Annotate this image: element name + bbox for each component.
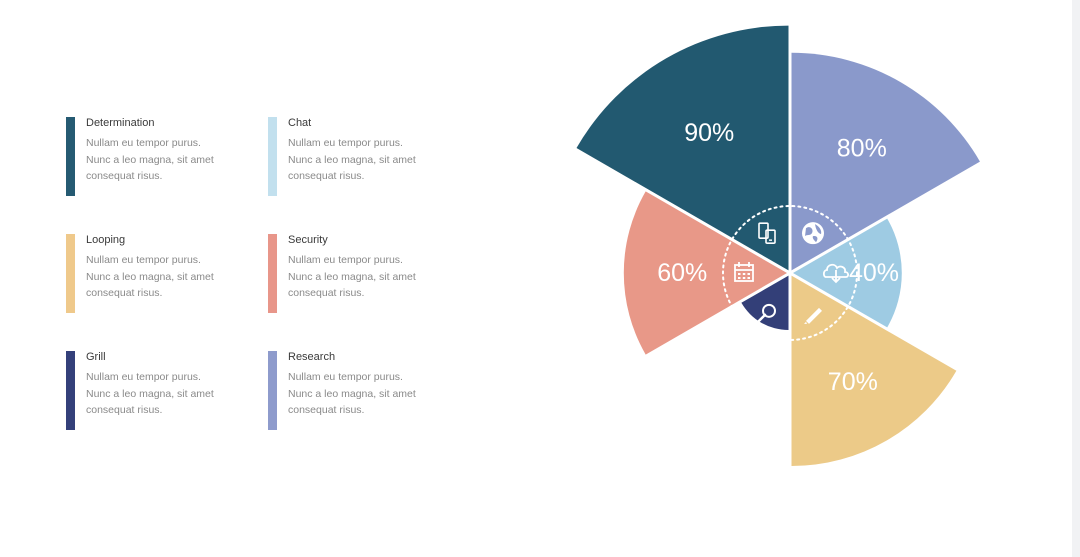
legend-item-security: Security Nullam eu tempor purus. Nunc a … xyxy=(268,234,468,314)
legend-description-line: Nunc a leo magna, sit amet xyxy=(86,270,214,283)
legend-title: Determination xyxy=(86,117,155,129)
slice-value-label: 20% xyxy=(723,332,773,360)
legend-description-line: Nullam eu tempor purus. xyxy=(288,371,403,383)
legend-description-line: Nullam eu tempor purus. xyxy=(86,137,201,149)
chart-slice xyxy=(791,275,957,466)
slice-value-label: 70% xyxy=(828,368,878,396)
polar-area-chart-svg: 80% 40% 70% 20% 60% 90% xyxy=(576,25,980,466)
legend-description-line: consequat risus. xyxy=(86,404,163,416)
legend-description-line: consequat risus. xyxy=(288,170,365,182)
legend: Determination Nullam eu tempor purus. Nu… xyxy=(0,0,520,557)
legend-swatch xyxy=(268,117,277,196)
devices-icon xyxy=(758,222,776,244)
legend-description-line: consequat risus. xyxy=(288,287,365,299)
legend-title: Research xyxy=(288,351,336,363)
chart-slice xyxy=(741,275,789,330)
legend-title: Looping xyxy=(86,234,126,246)
slice-value-label: 80% xyxy=(837,135,887,163)
legend-item-grill: Grill Nullam eu tempor purus. Nunc a leo… xyxy=(66,351,266,431)
cloud-download-icon xyxy=(822,263,850,284)
legend-description: Nullam eu tempor purus. Nunc a leo magna… xyxy=(86,252,276,302)
slice-value-label: 40% xyxy=(849,259,899,287)
legend-description-line: consequat risus. xyxy=(86,170,163,182)
magnifier-icon xyxy=(756,303,776,324)
center-dotted-ring xyxy=(722,205,858,341)
page-edge xyxy=(1072,0,1080,557)
legend-description-line: Nullam eu tempor purus. xyxy=(86,254,201,266)
chart-icons xyxy=(734,222,850,324)
legend-description-line: consequat risus. xyxy=(288,404,365,416)
legend-description-line: consequat risus. xyxy=(86,287,163,299)
legend-swatch xyxy=(66,351,75,430)
legend-item-determination: Determination Nullam eu tempor purus. Nu… xyxy=(66,117,266,197)
legend-title: Security xyxy=(288,234,328,246)
calendar-icon xyxy=(734,262,754,282)
legend-description-line: Nunc a leo magna, sit amet xyxy=(86,153,214,166)
legend-swatch xyxy=(268,234,277,313)
legend-swatch xyxy=(268,351,277,430)
chart-slice xyxy=(576,25,789,271)
legend-description-line: Nullam eu tempor purus. xyxy=(288,254,403,266)
legend-description-line: Nunc a leo magna, sit amet xyxy=(288,270,416,283)
legend-swatch xyxy=(66,234,75,313)
chart-slice xyxy=(623,191,787,355)
legend-title: Grill xyxy=(86,351,106,363)
chart-slices xyxy=(576,25,980,466)
legend-item-chat: Chat Nullam eu tempor purus. Nunc a leo … xyxy=(268,117,468,197)
legend-description: Nullam eu tempor purus. Nunc a leo magna… xyxy=(86,369,276,419)
legend-description: Nullam eu tempor purus. Nunc a leo magna… xyxy=(288,252,478,302)
chart-slice xyxy=(791,52,980,271)
chart-value-labels: 80% 40% 70% 20% 60% 90% xyxy=(657,119,899,396)
globe-icon xyxy=(802,222,824,245)
pencil-icon xyxy=(804,307,822,324)
legend-item-looping: Looping Nullam eu tempor purus. Nunc a l… xyxy=(66,234,266,314)
polar-area-chart: 80% 40% 70% 20% 60% 90% xyxy=(500,0,1060,557)
legend-swatch xyxy=(66,117,75,196)
legend-description: Nullam eu tempor purus. Nunc a leo magna… xyxy=(288,135,478,185)
legend-description-line: Nullam eu tempor purus. xyxy=(86,371,201,383)
legend-title: Chat xyxy=(288,117,312,129)
legend-description: Nullam eu tempor purus. Nunc a leo magna… xyxy=(86,135,276,185)
legend-description: Nullam eu tempor purus. Nunc a leo magna… xyxy=(288,369,478,419)
legend-item-research: Research Nullam eu tempor purus. Nunc a … xyxy=(268,351,468,431)
legend-description-line: Nunc a leo magna, sit amet xyxy=(86,387,214,400)
legend-description-line: Nunc a leo magna, sit amet xyxy=(288,387,416,400)
slice-value-label: 90% xyxy=(684,119,734,147)
legend-description-line: Nunc a leo magna, sit amet xyxy=(288,153,416,166)
legend-description-line: Nullam eu tempor purus. xyxy=(288,137,403,149)
slice-value-label: 60% xyxy=(657,259,707,287)
